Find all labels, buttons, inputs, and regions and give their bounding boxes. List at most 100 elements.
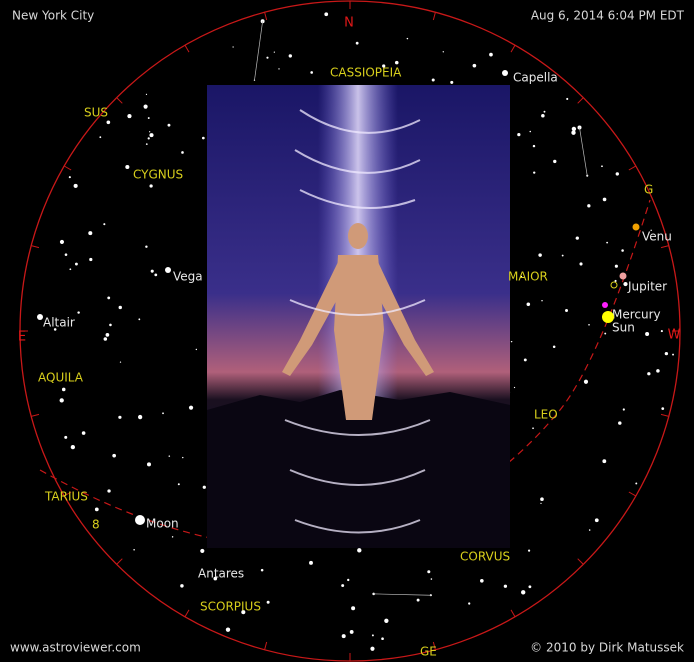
star <box>203 486 206 489</box>
star <box>148 117 150 119</box>
star <box>616 172 619 175</box>
star <box>489 53 493 57</box>
star <box>618 421 621 424</box>
copyright: © 2010 by Dirk Matussek <box>530 641 684 655</box>
star <box>149 131 150 132</box>
star <box>138 318 140 320</box>
star <box>341 584 344 587</box>
star <box>75 263 78 266</box>
star <box>540 497 544 501</box>
star <box>65 253 68 256</box>
star <box>601 165 603 167</box>
constellation-label: SUS <box>84 106 108 120</box>
star <box>146 143 148 145</box>
star <box>95 507 99 511</box>
star <box>144 105 148 109</box>
star <box>417 599 420 602</box>
star <box>178 483 180 485</box>
star <box>289 54 292 57</box>
star <box>71 445 75 449</box>
star <box>645 332 649 336</box>
object-label: Sun <box>612 321 635 335</box>
star <box>99 136 101 138</box>
constellation-label: G <box>644 183 653 197</box>
website: www.astroviewer.com <box>10 641 141 655</box>
star <box>342 634 346 638</box>
object-label: Vega <box>173 270 203 284</box>
star <box>60 240 64 244</box>
star <box>202 137 205 140</box>
constellation-label: LEO <box>534 408 558 422</box>
star <box>107 120 111 124</box>
star <box>89 258 92 261</box>
star <box>532 427 534 429</box>
star <box>553 160 556 163</box>
star <box>274 51 275 52</box>
object-label: Jupiter <box>627 280 667 294</box>
star <box>267 601 270 604</box>
star <box>511 341 512 342</box>
star <box>432 79 435 82</box>
star <box>77 311 79 313</box>
star <box>370 647 374 651</box>
star <box>261 569 264 572</box>
star <box>450 81 453 84</box>
star <box>350 630 354 634</box>
star <box>107 489 110 492</box>
star <box>579 262 582 265</box>
star <box>278 68 279 69</box>
celestial-object <box>602 302 608 308</box>
star <box>529 131 531 133</box>
star <box>527 303 531 307</box>
star <box>407 38 408 39</box>
star <box>168 124 171 127</box>
star <box>69 176 71 178</box>
star <box>347 579 349 581</box>
star <box>104 337 108 341</box>
star <box>181 151 184 154</box>
star <box>119 306 122 309</box>
star <box>588 324 590 326</box>
star <box>69 268 71 270</box>
star <box>381 637 384 640</box>
star <box>615 265 618 268</box>
star <box>528 550 530 552</box>
star <box>232 46 233 47</box>
constellation-label: MAIOR <box>508 270 548 284</box>
object-label: Venu <box>642 230 672 244</box>
object-label: Altair <box>43 316 75 330</box>
star <box>148 137 150 139</box>
star <box>665 352 668 355</box>
star <box>602 459 606 463</box>
object-label: Mercury <box>612 308 661 322</box>
star <box>541 300 542 301</box>
constellation-label: CORVUS <box>460 550 510 564</box>
constellation-label: CYGNUS <box>133 168 183 182</box>
constellation-label: SCORPIUS <box>200 600 261 614</box>
star <box>154 273 157 276</box>
celestial-object <box>633 224 640 231</box>
star <box>125 165 129 169</box>
star <box>74 184 78 188</box>
star <box>180 584 183 587</box>
star <box>604 333 606 335</box>
star <box>656 369 660 373</box>
star <box>133 549 135 551</box>
star <box>443 51 444 52</box>
star <box>576 237 579 240</box>
star <box>533 145 535 147</box>
constellation-label: TARIUS <box>44 490 88 504</box>
star <box>357 548 361 552</box>
celestial-object <box>620 273 627 280</box>
star <box>118 416 121 419</box>
star <box>647 372 650 375</box>
star <box>524 358 527 361</box>
star <box>544 111 546 113</box>
star <box>427 570 430 573</box>
star <box>196 349 197 350</box>
star <box>226 627 230 631</box>
star <box>147 462 151 466</box>
object-label: Antares <box>198 567 244 581</box>
star <box>145 245 147 247</box>
overlay-image <box>207 85 510 548</box>
